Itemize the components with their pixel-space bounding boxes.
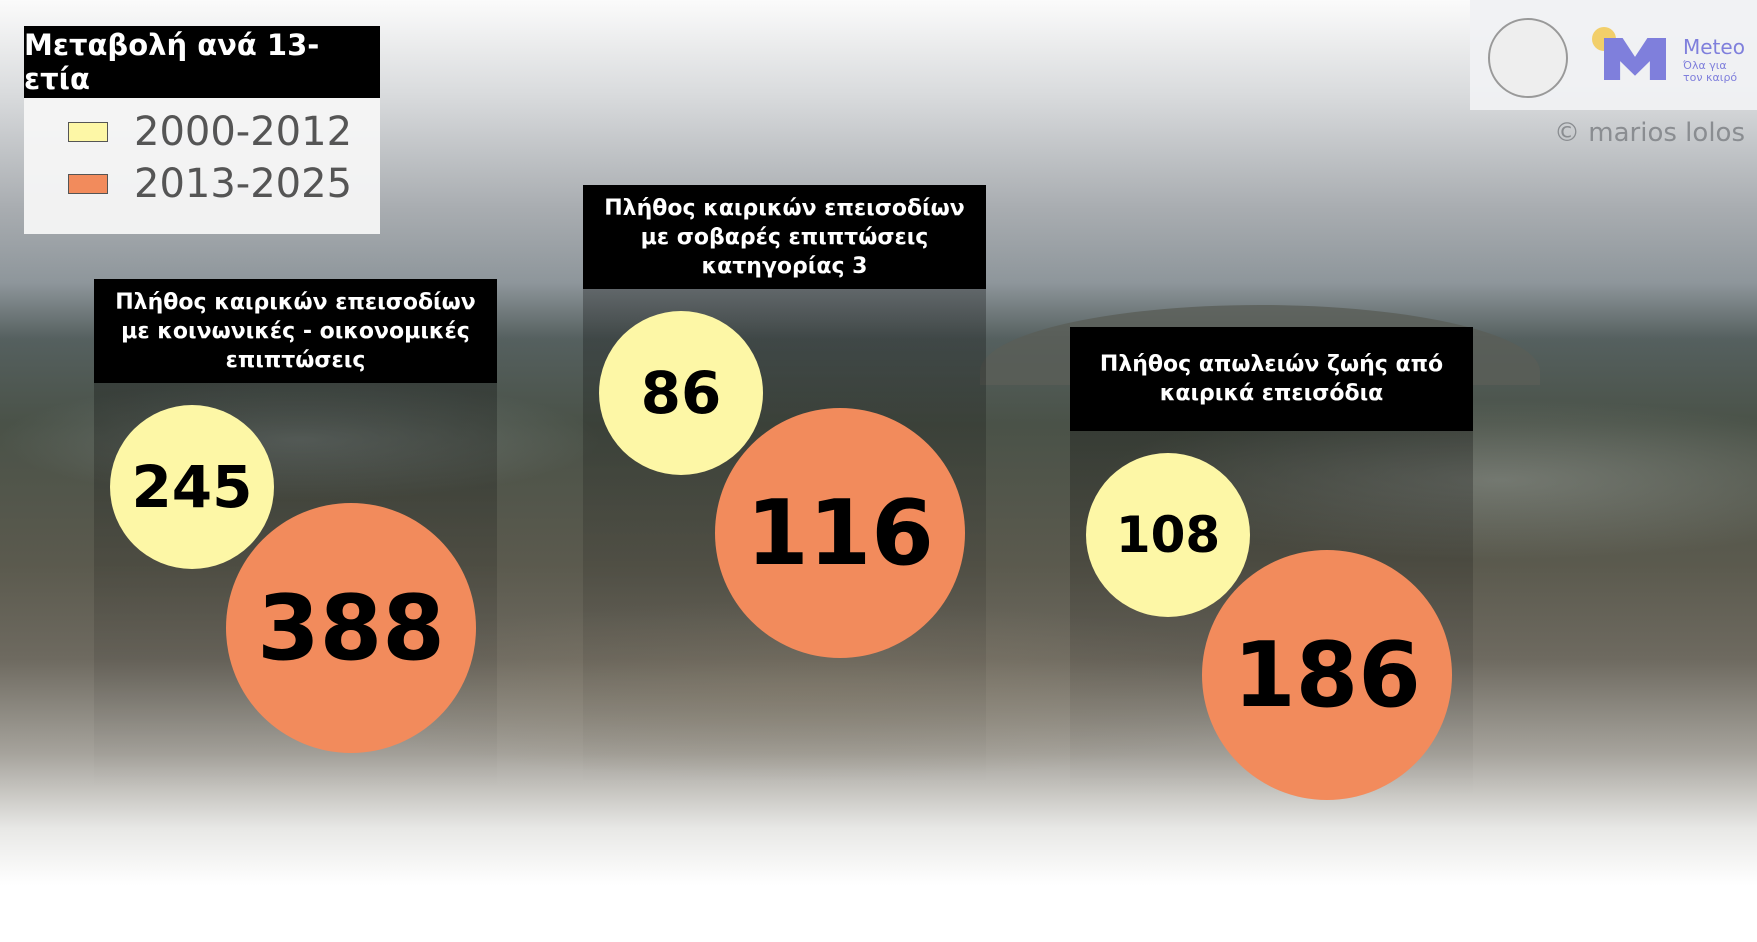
legend-item: 2013-2025 [24, 158, 380, 210]
meteo-logo-m-icon [1604, 38, 1666, 80]
legend-label: 2013-2025 [134, 161, 353, 207]
legend-item: 2000-2012 [24, 106, 380, 158]
bubble-2013-2025-category3: 116 [715, 408, 965, 658]
meteo-logo-tagline: Όλα για τον καιρό [1683, 59, 1738, 84]
legend: Μεταβολή ανά 13-ετία 2000-2012 2013-2025 [24, 26, 380, 234]
panel-title: Πλήθος καιρικών επεισοδίων με σοβαρές επ… [583, 185, 986, 289]
copyright: © marios lolos [1554, 118, 1745, 148]
panel-title: Πλήθος καιρικών επεισοδίων με κοινωνικές… [94, 279, 497, 383]
meteo-logo-name: Meteo [1683, 35, 1745, 59]
legend-label: 2000-2012 [134, 109, 353, 155]
legend-swatch-yellow [68, 122, 108, 142]
bubble-2000-2012-fatalities: 108 [1086, 453, 1250, 617]
logos-box: Meteo Όλα για τον καιρό [1470, 0, 1757, 110]
legend-title: Μεταβολή ανά 13-ετία [24, 26, 380, 98]
observatory-seal-logo [1488, 18, 1568, 98]
bubble-2013-2025-socioeconomic: 388 [226, 503, 476, 753]
bubble-2000-2012-category3: 86 [599, 311, 763, 475]
bubble-2013-2025-fatalities: 186 [1202, 550, 1452, 800]
bubble-2000-2012-socioeconomic: 245 [110, 405, 274, 569]
legend-swatch-orange [68, 174, 108, 194]
panel-title: Πλήθος απωλειών ζωής από καιρικά επεισόδ… [1070, 327, 1473, 431]
